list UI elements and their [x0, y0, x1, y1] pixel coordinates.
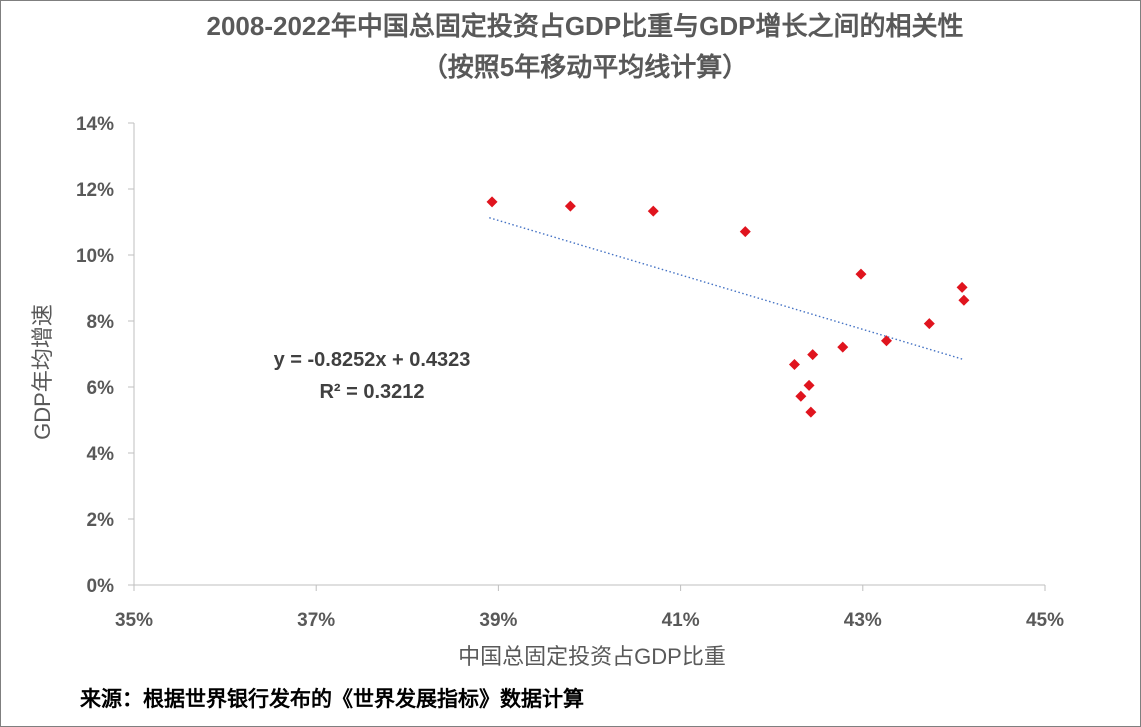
trendline [489, 217, 964, 360]
y-tick-label: 8% [87, 312, 115, 333]
data-point [956, 281, 968, 293]
data-points [486, 196, 970, 418]
x-tick-label: 43% [844, 610, 882, 631]
data-point [564, 200, 576, 212]
data-point [803, 379, 815, 391]
data-point [805, 406, 817, 418]
x-tick-label: 35% [115, 610, 153, 631]
chart-subtitle: （按照5年移动平均线计算） [422, 52, 748, 82]
y-tick-label: 6% [87, 378, 115, 399]
x-tick-label: 37% [297, 610, 335, 631]
r-squared-label: R² = 0.3212 [319, 381, 424, 403]
axes: 0% 2% 4% 6% 8% 10% 12% 14% 35% 37% 39% 41% 43% 45% [76, 114, 1064, 631]
x-tick-label: 45% [1026, 610, 1064, 631]
y-axis-label: GDP年均增速 [30, 304, 55, 440]
x-tick-label: 39% [479, 610, 517, 631]
data-point [807, 349, 819, 361]
data-point [855, 268, 867, 280]
y-tick-label: 4% [87, 444, 115, 465]
data-point [923, 318, 935, 330]
source-note: 来源：根据世界银行发布的《世界发展指标》数据计算 [80, 687, 584, 711]
data-point [880, 335, 892, 347]
data-point [788, 359, 800, 371]
data-point [647, 205, 659, 217]
chart-title: 2008-2022年中国总固定投资占GDP比重与GDP增长之间的相关性 [206, 11, 963, 41]
y-tick-label: 2% [87, 510, 115, 531]
y-tick-label: 0% [87, 576, 115, 597]
trendline-equation: y = -0.8252x + 0.4323 [274, 349, 471, 371]
x-tick-label: 41% [662, 610, 700, 631]
data-point [958, 294, 970, 306]
x-axis-label: 中国总固定投资占GDP比重 [458, 644, 726, 669]
y-tick-label: 10% [76, 246, 114, 267]
y-tick-label: 12% [76, 180, 114, 201]
data-point [795, 390, 807, 402]
y-tick-label: 14% [76, 114, 114, 135]
trendline-layer [489, 217, 964, 360]
data-point [837, 341, 849, 353]
data-point [739, 226, 751, 238]
data-point [486, 196, 498, 208]
